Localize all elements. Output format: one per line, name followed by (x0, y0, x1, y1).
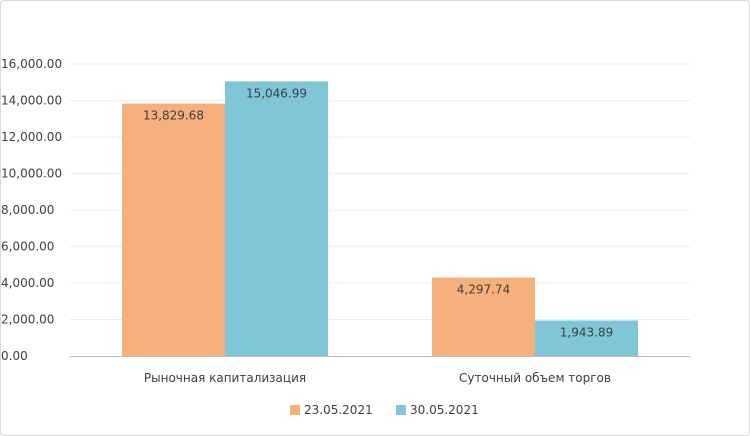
legend-swatch (290, 405, 300, 415)
y-tick-label: 14,000.00 (1, 94, 62, 108)
x-axis-categories: Рыночная капитализация Суточный объем тор… (144, 371, 611, 385)
data-labels: 13,829.68 15,046.99 4,297.74 1,943.89 (143, 86, 613, 339)
y-tick-label: 12,000.00 (1, 130, 62, 144)
legend-label: 30.05.2021 (410, 403, 479, 417)
data-label: 4,297.74 (457, 283, 510, 297)
x-category-label: Суточный объем торгов (459, 371, 611, 385)
legend-label: 23.05.2021 (304, 403, 373, 417)
y-tick-label: 4,000.00 (1, 276, 54, 290)
y-tick-label: 8,000.00 (1, 203, 54, 217)
legend-swatch (396, 405, 406, 415)
bar (535, 320, 638, 356)
y-tick-label: 0.00 (1, 349, 28, 363)
y-tick-label: 6,000.00 (1, 240, 54, 254)
y-tick-label: 2,000.00 (1, 313, 54, 327)
bar (225, 81, 328, 357)
legend: 23.05.2021 30.05.2021 (290, 403, 479, 417)
bar (122, 103, 225, 356)
data-label: 13,829.68 (143, 109, 204, 123)
y-tick-label: 16,000.00 (1, 57, 62, 71)
x-category-label: Рыночная капитализация (144, 371, 306, 385)
bar (432, 277, 535, 356)
y-tick-label: 10,000.00 (1, 167, 62, 181)
bars (122, 81, 638, 357)
data-label: 15,046.99 (246, 86, 307, 100)
data-label: 1,943.89 (560, 326, 613, 340)
y-axis-ticks: 0.00 2,000.00 4,000.00 6,000.00 8,000.00 10,0… (1, 57, 62, 363)
